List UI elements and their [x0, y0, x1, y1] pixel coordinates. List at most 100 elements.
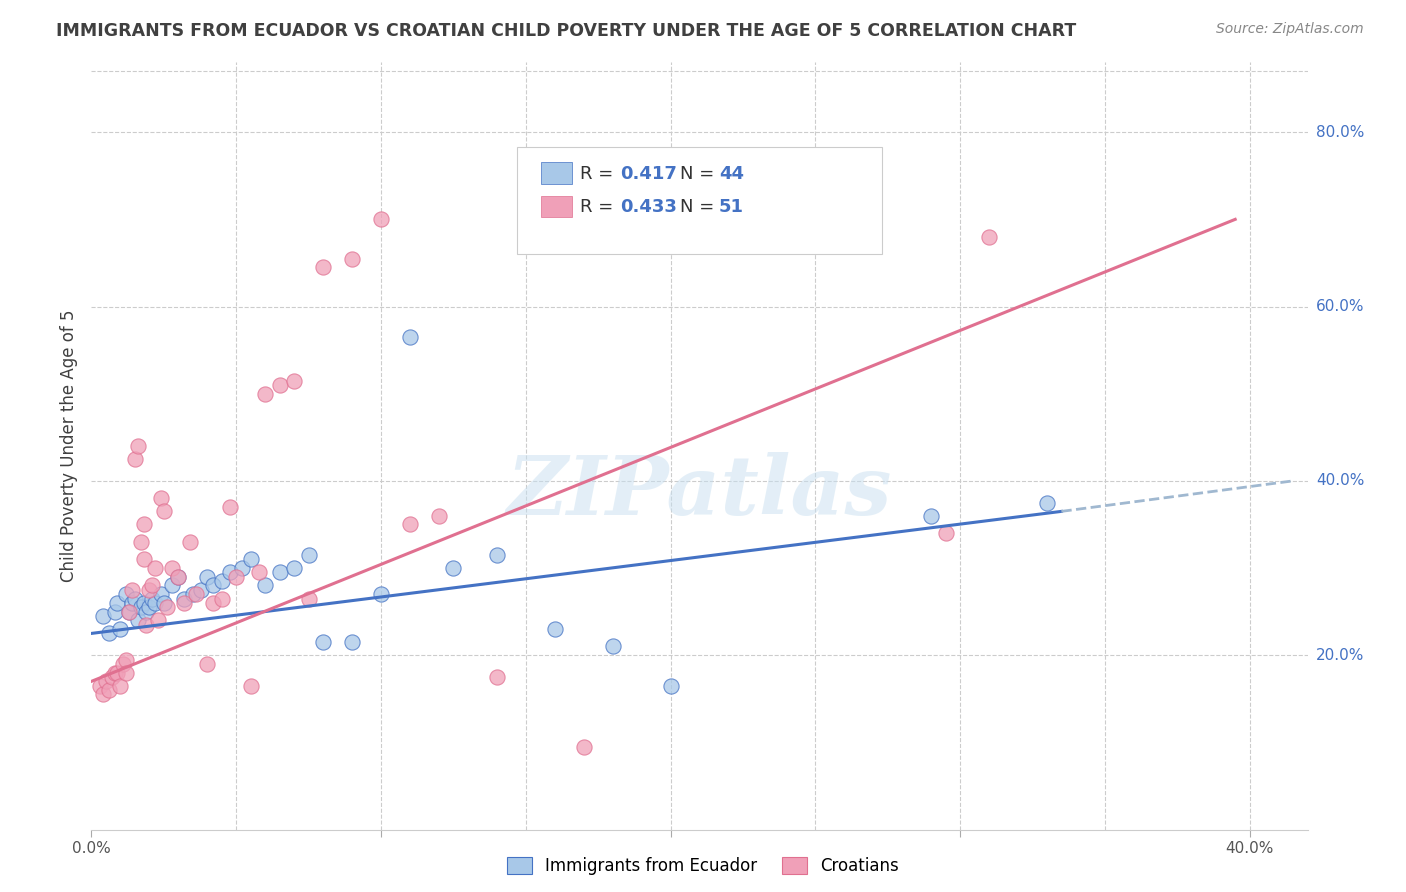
Text: 44: 44 — [718, 165, 744, 183]
Text: 51: 51 — [718, 198, 744, 217]
Point — [124, 452, 146, 467]
Point — [211, 591, 233, 606]
Point — [219, 566, 242, 580]
Point — [544, 622, 567, 636]
Point — [132, 517, 155, 532]
Text: IMMIGRANTS FROM ECUADOR VS CROATIAN CHILD POVERTY UNDER THE AGE OF 5 CORRELATION: IMMIGRANTS FROM ECUADOR VS CROATIAN CHIL… — [56, 22, 1077, 40]
Point — [110, 622, 132, 636]
Point — [107, 596, 129, 610]
Point — [173, 596, 195, 610]
Point — [97, 626, 120, 640]
Point — [269, 566, 291, 580]
Point — [247, 566, 270, 580]
Point — [138, 582, 160, 597]
Point — [181, 587, 204, 601]
Point — [399, 517, 422, 532]
Point — [167, 570, 190, 584]
Point — [135, 605, 157, 619]
Point — [103, 605, 125, 619]
Point — [143, 561, 166, 575]
Point — [167, 570, 190, 584]
Text: 40.0%: 40.0% — [1316, 474, 1364, 488]
Point — [254, 578, 277, 592]
Point — [146, 613, 169, 627]
Point — [184, 587, 207, 601]
Point — [127, 613, 149, 627]
Point — [219, 500, 242, 514]
Point — [115, 652, 138, 666]
Point — [239, 552, 262, 566]
Point — [572, 739, 595, 754]
Point — [94, 674, 117, 689]
Text: 0.433: 0.433 — [620, 198, 678, 217]
Point — [920, 508, 942, 523]
Text: 60.0%: 60.0% — [1316, 299, 1364, 314]
Point — [112, 657, 135, 671]
FancyBboxPatch shape — [517, 147, 882, 254]
Point — [399, 330, 422, 344]
Point — [100, 670, 122, 684]
Point — [225, 570, 247, 584]
FancyBboxPatch shape — [541, 196, 572, 218]
Point — [1036, 496, 1059, 510]
Point — [91, 609, 114, 624]
Point — [239, 679, 262, 693]
Text: Source: ZipAtlas.com: Source: ZipAtlas.com — [1216, 22, 1364, 37]
Text: N =: N = — [681, 165, 720, 183]
Point — [427, 508, 450, 523]
Text: 0.417: 0.417 — [620, 165, 678, 183]
Point — [89, 679, 111, 693]
Point — [977, 229, 1000, 244]
Point — [132, 552, 155, 566]
Point — [179, 534, 201, 549]
Point — [283, 374, 305, 388]
Point — [340, 252, 363, 266]
Point — [312, 260, 335, 275]
Point — [254, 386, 277, 401]
Point — [935, 526, 957, 541]
Point — [118, 605, 141, 619]
Point — [173, 591, 195, 606]
Point — [135, 617, 157, 632]
Point — [91, 688, 114, 702]
Point — [132, 596, 155, 610]
Point — [121, 582, 143, 597]
Point — [118, 605, 141, 619]
Point — [152, 596, 174, 610]
Point — [107, 665, 129, 680]
Point — [441, 561, 464, 575]
Text: 80.0%: 80.0% — [1316, 125, 1364, 140]
Point — [110, 679, 132, 693]
Point — [340, 635, 363, 649]
Point — [143, 596, 166, 610]
Legend: Immigrants from Ecuador, Croatians: Immigrants from Ecuador, Croatians — [498, 849, 908, 884]
Point — [124, 591, 146, 606]
Text: R =: R = — [581, 165, 619, 183]
Point — [269, 378, 291, 392]
Point — [602, 640, 624, 654]
Point — [297, 548, 319, 562]
Point — [97, 683, 120, 698]
Point — [312, 635, 335, 649]
Text: 20.0%: 20.0% — [1316, 648, 1364, 663]
Point — [149, 587, 172, 601]
Point — [195, 570, 218, 584]
Point — [283, 561, 305, 575]
Point — [211, 574, 233, 588]
Point — [297, 591, 319, 606]
FancyBboxPatch shape — [541, 162, 572, 184]
Point — [202, 578, 225, 592]
Point — [115, 665, 138, 680]
Text: R =: R = — [581, 198, 619, 217]
Text: N =: N = — [681, 198, 720, 217]
Point — [141, 591, 163, 606]
Point — [103, 665, 125, 680]
Y-axis label: Child Poverty Under the Age of 5: Child Poverty Under the Age of 5 — [59, 310, 77, 582]
Point — [485, 670, 508, 684]
Point — [485, 548, 508, 562]
Point — [370, 212, 392, 227]
Point — [202, 596, 225, 610]
Point — [121, 596, 143, 610]
Text: ZIPatlas: ZIPatlas — [506, 452, 893, 532]
Point — [231, 561, 253, 575]
